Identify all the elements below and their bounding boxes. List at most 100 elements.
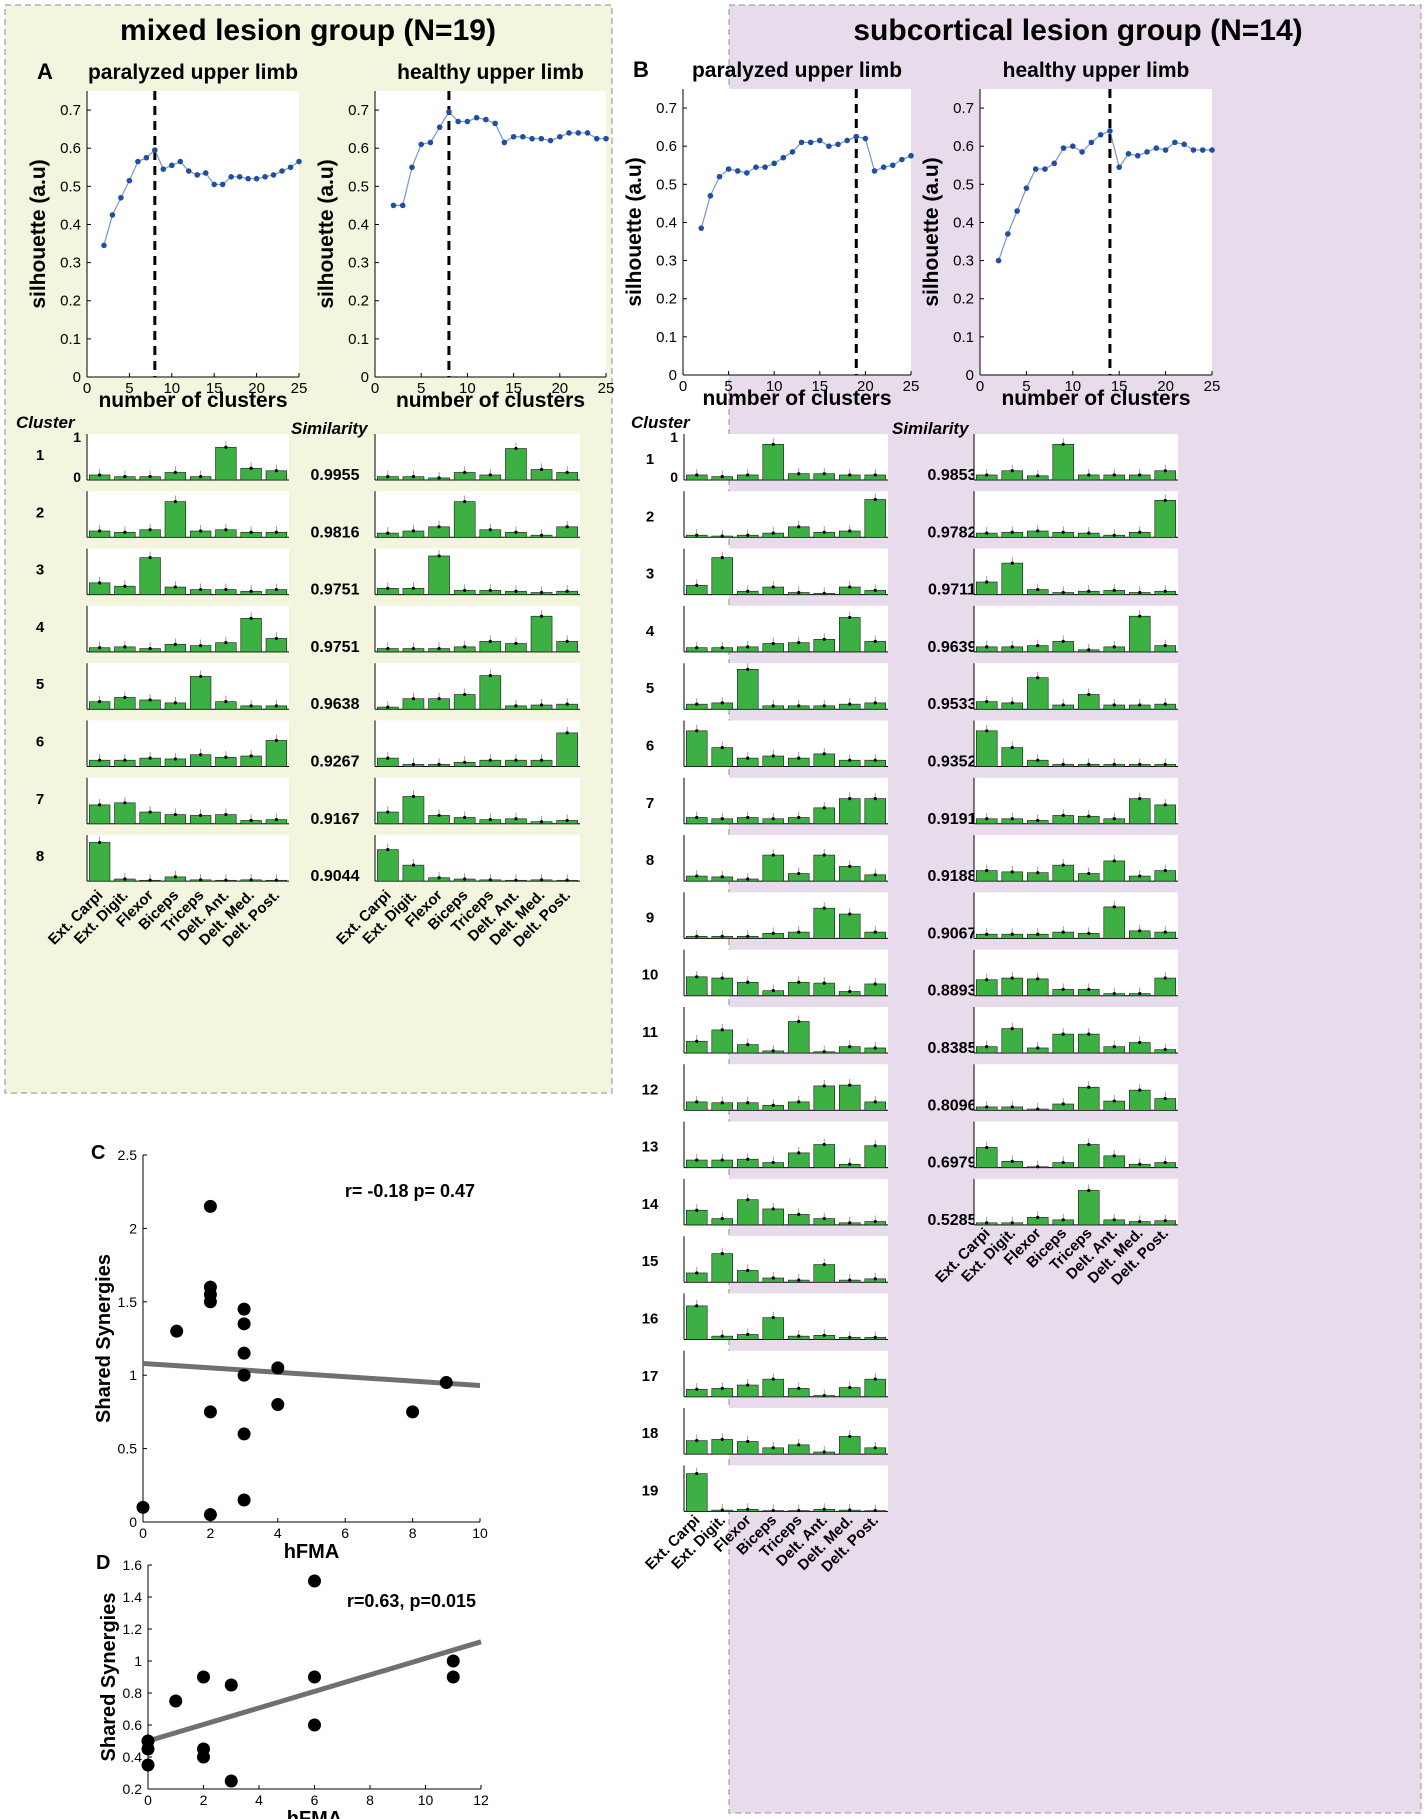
synergy-bar-chart [973, 949, 1178, 997]
silhouette-point [126, 177, 133, 184]
bar-mean-point [873, 1508, 877, 1513]
bar-mean-point [848, 864, 852, 869]
scatter-point [271, 1398, 285, 1412]
bar-mean-point [1138, 1040, 1142, 1045]
scatter-point [203, 1405, 217, 1419]
bar-mean-point [173, 875, 177, 879]
cluster-number: 10 [642, 967, 659, 984]
bar-plot-area [87, 835, 289, 882]
synergy-bar [479, 675, 502, 710]
silhouette-point [995, 257, 1002, 264]
bar-mean-point [985, 700, 989, 704]
bar-plot-area [974, 663, 1178, 710]
scatter-point [170, 1324, 184, 1338]
similarity-value: 0.9044 [311, 868, 360, 885]
bar-mean-point [514, 817, 518, 821]
bar-mean-point [1010, 561, 1014, 565]
synergy-bar [215, 446, 237, 481]
bar-mean-point [873, 639, 877, 644]
similarity-value: 0.5285 [928, 1212, 977, 1229]
bar-mean-point [985, 580, 989, 584]
synergy-bar [1001, 747, 1024, 767]
similarity-value: 0.9853 [928, 467, 977, 484]
synergy-bar-chart [973, 548, 1178, 596]
silhouette-point [473, 114, 480, 121]
bar-mean-point [771, 931, 775, 935]
silhouette-point [245, 175, 251, 182]
y-tick-label: 1 [134, 1653, 142, 1669]
silhouette-point [253, 175, 260, 182]
y-tick-label: 1 [129, 1367, 137, 1383]
bar-mean-point [797, 1508, 801, 1513]
synergy-bar-chart [374, 777, 580, 825]
synergy-bar [377, 811, 399, 825]
bar-mean-point [771, 1160, 775, 1165]
synergy-bar [88, 582, 111, 595]
bar-mean-point [1087, 1142, 1091, 1147]
bar-mean-point [1010, 530, 1014, 534]
panel-letter: D [96, 1552, 110, 1574]
y-tick-label: 0.7 [60, 102, 81, 119]
bar-y-tick-label: 1 [670, 429, 678, 445]
bar-mean-point [148, 756, 152, 760]
bar-mean-point [848, 1278, 852, 1282]
bar-plot-area [684, 1178, 888, 1225]
bar-mean-point [224, 812, 228, 817]
bar-mean-point [386, 705, 390, 709]
silhouette-point [1116, 164, 1122, 170]
cluster-number: 9 [646, 909, 654, 926]
bar-mean-point [488, 588, 492, 593]
scatter-point [308, 1574, 321, 1588]
bar-mean-point [1138, 992, 1142, 996]
synergy-bar-chart [86, 777, 289, 825]
synergy-bar-chart [683, 892, 888, 939]
bar-mean-point [822, 472, 826, 476]
bar-mean-point [873, 1446, 877, 1450]
bar-mean-point [1112, 992, 1116, 996]
similarity-value: 0.9533 [928, 696, 977, 713]
scatter-point [237, 1302, 251, 1316]
synergy-bar-chart [683, 491, 888, 538]
bar-mean-point [249, 818, 253, 823]
silhouette-point [464, 118, 471, 125]
x-tick-label: 0 [679, 378, 687, 395]
x-axis-label: number of clusters [98, 389, 287, 412]
bar-mean-point [720, 934, 724, 938]
bar-mean-point [1163, 702, 1167, 706]
silhouette-point [1023, 185, 1030, 191]
bar-mean-point [746, 815, 750, 820]
y-tick-label: 0.6 [656, 138, 677, 155]
scatter-point [237, 1346, 251, 1360]
synergy-bar [864, 1145, 887, 1168]
y-tick-label: 0.4 [656, 214, 677, 231]
bar-mean-point [123, 530, 127, 534]
bar-mean-point [822, 1507, 826, 1511]
bar-mean-point [746, 1157, 750, 1161]
y-tick-label: 0.6 [953, 138, 974, 155]
synergy-bar [1077, 1144, 1100, 1168]
scatter-point [237, 1427, 251, 1441]
bar-mean-point [985, 729, 989, 733]
bar-mean-point [848, 1083, 852, 1087]
synergy-bar [685, 730, 708, 767]
scatter-point [203, 1508, 217, 1522]
bar-mean-point [797, 641, 801, 645]
bar-mean-point [1036, 871, 1040, 875]
bar-mean-point [873, 1277, 877, 1281]
correlation-annotation: r=0.63, p=0.015 [347, 1591, 476, 1611]
synergy-bar-chart [374, 835, 580, 882]
bar-mean-point [797, 1019, 801, 1024]
bar-mean-point [565, 818, 569, 823]
synergy-bar-chart [683, 1236, 888, 1283]
bar-mean-point [1087, 1085, 1091, 1089]
bar-mean-point [463, 692, 467, 697]
bar-mean-point [565, 525, 569, 529]
synergy-bar [1103, 906, 1126, 939]
bar-mean-point [437, 813, 441, 818]
y-tick-label: 0 [669, 367, 677, 384]
similarity-value: 0.9191 [928, 811, 977, 828]
bar-mean-point [720, 701, 724, 705]
bar-mean-point [98, 646, 102, 650]
similarity-value: 0.9352 [928, 754, 977, 771]
bar-mean-point [1112, 905, 1116, 909]
